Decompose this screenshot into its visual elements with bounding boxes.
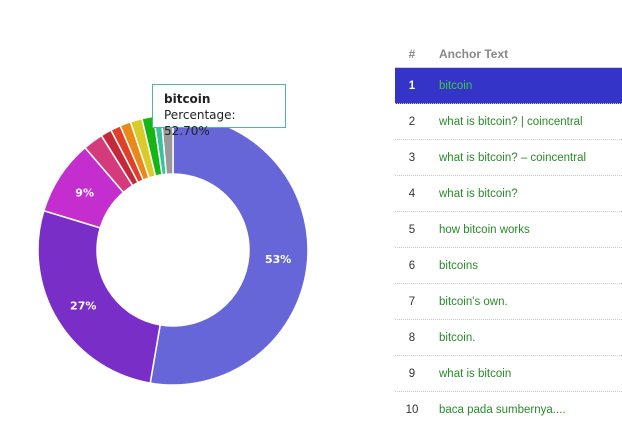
row-anchor-link[interactable]: bitcoin. [439, 331, 476, 344]
row-anchor-link[interactable]: what is bitcoin? – coincentral [439, 151, 587, 164]
row-anchor-link[interactable]: bitcoins [439, 259, 478, 272]
table-row[interactable]: 7 bitcoin's own. [395, 284, 622, 320]
row-number: 2 [408, 115, 416, 128]
row-number: 8 [408, 331, 416, 344]
chart-tooltip: bitcoin Percentage: 52.70% [152, 84, 286, 138]
tooltip-value: Percentage: 52.70% [164, 108, 236, 138]
slice-label: 27% [70, 299, 96, 312]
row-anchor-link[interactable]: what is bitcoin? [439, 187, 518, 200]
donut-slice[interactable] [37, 209, 162, 384]
table-row[interactable]: 3 what is bitcoin? – coincentral [395, 140, 622, 176]
row-number: 9 [408, 367, 416, 380]
row-anchor-link[interactable]: bitcoin's own. [439, 295, 508, 308]
row-anchor-link[interactable]: baca pada sumbernya.... [439, 403, 566, 416]
tooltip-title: bitcoin [164, 92, 211, 106]
table-row[interactable]: 5 how bitcoin works [395, 212, 622, 248]
row-number: 1 [408, 79, 416, 92]
donut-slice[interactable] [149, 114, 309, 386]
anchor-text-table: # Anchor Text 1 bitcoin 2 what is bitcoin?… [395, 40, 622, 427]
table-body: 1 bitcoin 2 what is bitcoin? | coincentral… [395, 68, 622, 427]
slice-label: 53% [265, 253, 291, 266]
table-row[interactable]: 10 baca pada sumbernya.... [395, 392, 622, 427]
table-row[interactable]: 2 what is bitcoin? | coincentral [395, 104, 622, 140]
header-anchor-text[interactable]: Anchor Text [439, 46, 509, 61]
slice-label: 9% [75, 186, 94, 199]
row-number: 6 [408, 259, 416, 272]
row-anchor-link[interactable]: bitcoin [439, 79, 473, 92]
table-row[interactable]: 4 what is bitcoin? [395, 176, 622, 212]
row-anchor-link[interactable]: how bitcoin works [439, 223, 530, 236]
row-number: 7 [408, 295, 416, 308]
row-number: 4 [408, 187, 416, 200]
table-row[interactable]: 6 bitcoins [395, 248, 622, 284]
row-number: 3 [408, 151, 416, 164]
table-row[interactable]: 8 bitcoin. [395, 320, 622, 356]
row-number: 10 [405, 403, 419, 416]
row-number: 5 [408, 223, 416, 236]
row-anchor-link[interactable]: what is bitcoin [439, 367, 512, 380]
header-number[interactable]: # [408, 46, 416, 61]
table-row[interactable]: 9 what is bitcoin [395, 356, 622, 392]
table-header: # Anchor Text [395, 40, 622, 68]
row-anchor-link[interactable]: what is bitcoin? | coincentral [439, 115, 583, 128]
table-row[interactable]: 1 bitcoin [395, 68, 622, 104]
donut-chart: 53% 27% 9% [37, 114, 309, 386]
